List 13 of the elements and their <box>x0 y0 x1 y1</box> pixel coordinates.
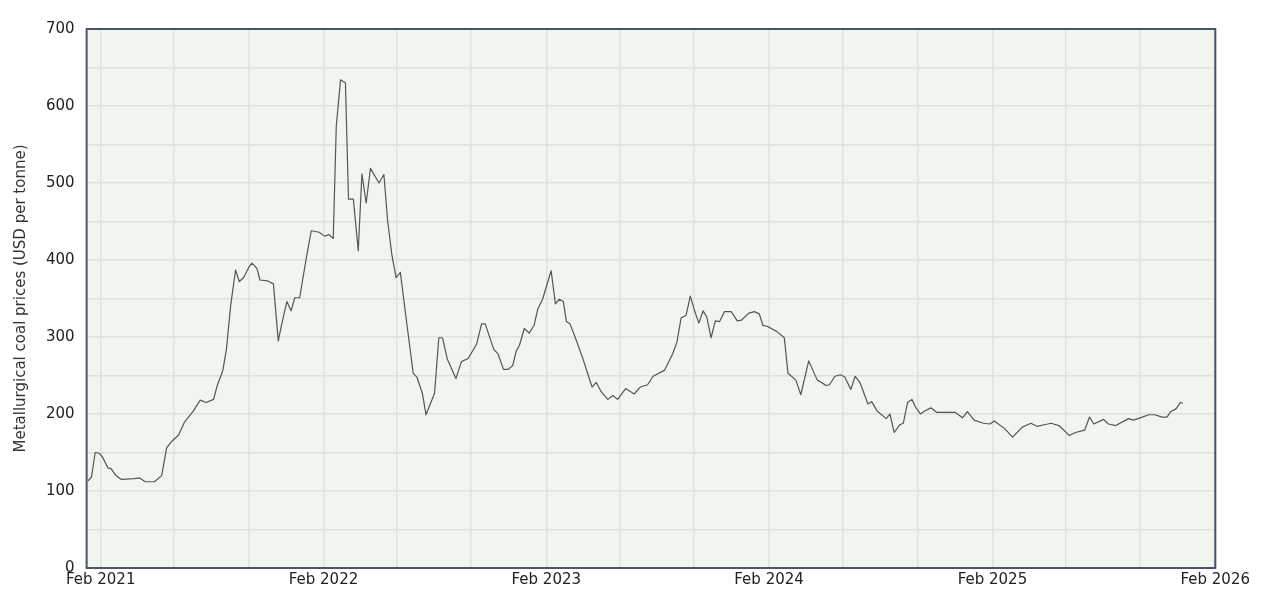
y-tick-label: 700 <box>45 18 75 37</box>
x-tick-label: Feb 2022 <box>288 569 359 588</box>
x-tick-label: Feb 2023 <box>511 569 582 588</box>
y-tick-label: 300 <box>45 326 75 345</box>
x-tick-label: Feb 2024 <box>734 569 804 588</box>
y-tick-label: 600 <box>45 95 75 114</box>
y-tick-label: 400 <box>45 249 75 268</box>
x-tick-label: Feb 2026 <box>1180 569 1250 588</box>
y-tick-label: 500 <box>45 172 75 191</box>
y-tick-label: 100 <box>45 480 75 499</box>
y-axis-title: Metallurgical coal prices (USD per tonne) <box>10 144 29 453</box>
y-tick-label: 200 <box>45 403 75 422</box>
x-tick-label: Feb 2025 <box>957 569 1028 588</box>
